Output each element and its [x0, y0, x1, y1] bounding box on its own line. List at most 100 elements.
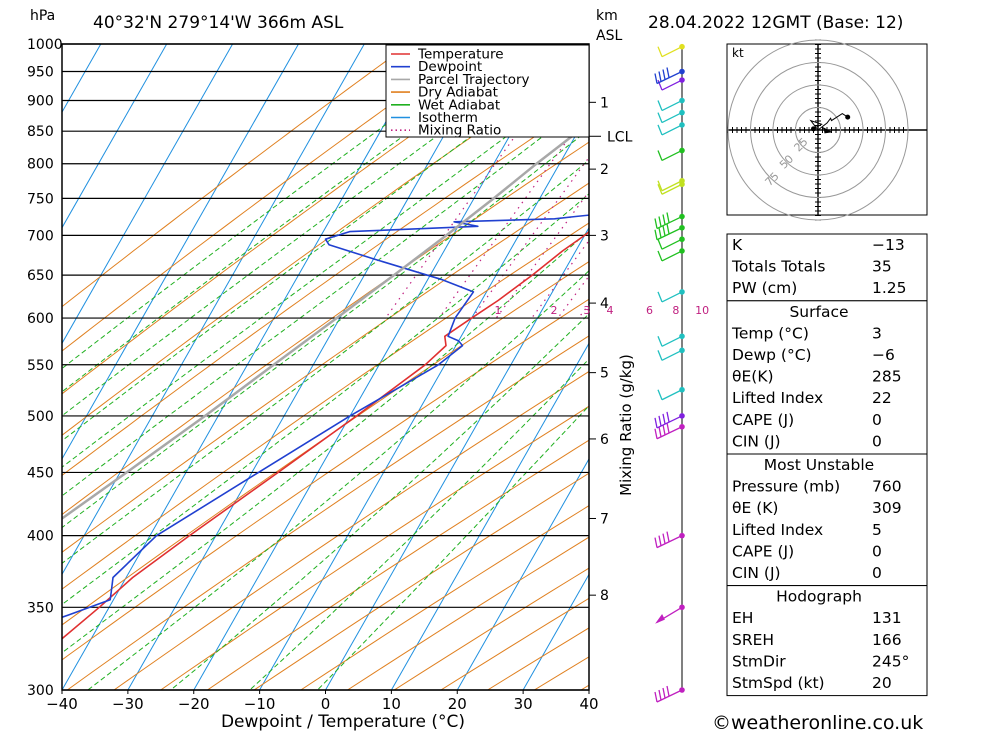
- isotherm-line: [62, 44, 365, 576]
- location-title: 40°32'N 279°14'W 366m ASL: [93, 13, 344, 33]
- index-label: θE(K): [732, 368, 774, 386]
- index-value: 760: [872, 478, 902, 496]
- wind-barb: [657, 180, 683, 192]
- hodograph-ring: [795, 107, 841, 153]
- wind-barb: [654, 67, 683, 85]
- wind-barb-staff: [661, 79, 683, 91]
- wind-barb-feather: [658, 227, 662, 238]
- hpa-label: hPa: [30, 8, 55, 24]
- wind-barb: [657, 291, 683, 303]
- mixing-ratio-value-label: 6: [646, 304, 653, 317]
- index-value: 285: [872, 368, 902, 386]
- wind-barb-staff: [656, 689, 683, 703]
- temperature-tick-label: −20: [178, 695, 210, 713]
- wind-barb: [657, 335, 683, 347]
- series-parcel-trajectory: [62, 123, 589, 521]
- index-value: 5: [872, 521, 882, 539]
- pressure-tick-label: 550: [27, 358, 54, 374]
- hodograph-trace: [809, 113, 848, 131]
- wind-barb: [657, 389, 683, 401]
- wind-barb-feather: [658, 689, 662, 701]
- temperature-tick-label: 0: [321, 695, 331, 713]
- wind-barb-staff: [656, 415, 683, 429]
- index-value: 245°: [872, 652, 909, 670]
- wind-barb-feather: [658, 216, 662, 227]
- datetime-title: 28.04.2022 12GMT (Base: 12): [648, 13, 903, 33]
- dry-adiabat-line: [113, 370, 589, 690]
- wet-adiabat-line: [62, 230, 589, 654]
- mixing-ratio-value-label: 4: [606, 304, 613, 317]
- wind-barb-feather: [654, 218, 658, 229]
- legend-label: Parcel Trajectory: [418, 72, 530, 88]
- wind-barb-feather: [657, 183, 663, 195]
- wind-barb-feather: [666, 531, 670, 542]
- wind-barb-staff: [656, 227, 683, 241]
- wet-adiabat-line: [62, 47, 589, 442]
- wind-barb: [654, 411, 683, 429]
- dry-adiabat-line: [253, 472, 589, 690]
- x-axis-title: Dewpoint / Temperature (°C): [221, 712, 465, 732]
- index-value: 20: [872, 674, 892, 692]
- hodograph-ring: [750, 62, 886, 198]
- temperature-tick-label: 40: [579, 695, 598, 713]
- legend-label: Mixing Ratio: [418, 123, 501, 139]
- storm-motion-arrowhead: [823, 127, 832, 134]
- wind-barb-feather: [657, 124, 663, 136]
- wind-barb: [654, 422, 683, 440]
- wind-barb-feather: [657, 291, 663, 303]
- index-label: θE (K): [732, 499, 778, 517]
- index-label: K: [732, 236, 743, 254]
- index-label: StmDir: [732, 652, 786, 670]
- pressure-tick-label: 450: [27, 465, 54, 481]
- dry-adiabat-line: [62, 298, 589, 661]
- hodograph-start-dot: [811, 126, 816, 132]
- index-value: 35: [872, 258, 892, 276]
- wind-barb-feather: [657, 112, 663, 123]
- pressure-tick-label: 350: [27, 600, 54, 616]
- wind-barb-staff: [661, 183, 683, 195]
- index-label: Dewp (°C): [732, 346, 812, 364]
- wind-barb: [657, 124, 683, 136]
- mixing-ratio-axis-title: Mixing Ratio (g/kg): [617, 354, 635, 496]
- wet-adiabat-line: [170, 313, 589, 690]
- wind-barb-feather: [657, 250, 663, 262]
- index-label: CAPE (J): [732, 542, 794, 560]
- legend-label: Dewpoint: [418, 59, 482, 75]
- pressure-tick-label: 900: [27, 94, 54, 110]
- wind-barb-feather: [666, 685, 670, 697]
- wind-barb: [654, 531, 683, 549]
- series-temperature: [62, 230, 589, 640]
- wind-barb-feather: [657, 46, 663, 57]
- index-label: CAPE (J): [732, 411, 794, 429]
- wind-barb: [654, 223, 683, 241]
- wind-barb: [654, 685, 683, 703]
- dry-adiabat-line: [62, 44, 410, 308]
- hodograph-unit-label: kt: [732, 46, 744, 60]
- wind-barb-pennant: [655, 614, 665, 624]
- dry-adiabat-line: [206, 439, 589, 690]
- copyright-footer[interactable]: ©weatheronline.co.uk: [712, 712, 923, 733]
- index-value: 0: [872, 432, 882, 450]
- index-value: −6: [872, 346, 895, 364]
- index-label: Lifted Index: [732, 389, 823, 407]
- wind-barb-feather: [654, 428, 658, 439]
- wind-barb-staff: [656, 426, 683, 440]
- wind-barb-feather: [657, 350, 663, 361]
- pressure-tick-label: 1000: [27, 37, 63, 53]
- indices-header: Surface: [789, 303, 848, 321]
- isotherm-line: [62, 44, 299, 460]
- mixing-ratio-value-label: 10: [695, 304, 709, 317]
- legend-box: [385, 44, 590, 138]
- isotherm-line: [62, 44, 234, 345]
- wind-barb-staff: [661, 250, 683, 262]
- index-value: 1.25: [872, 279, 907, 297]
- wind-barb: [654, 212, 683, 230]
- wind-barb: [655, 606, 683, 624]
- wind-barb-feather: [657, 150, 663, 161]
- pressure-tick-label: 600: [27, 311, 54, 327]
- mixing-ratio-value-label: 3: [583, 304, 590, 317]
- index-label: StmSpd (kt): [732, 674, 825, 692]
